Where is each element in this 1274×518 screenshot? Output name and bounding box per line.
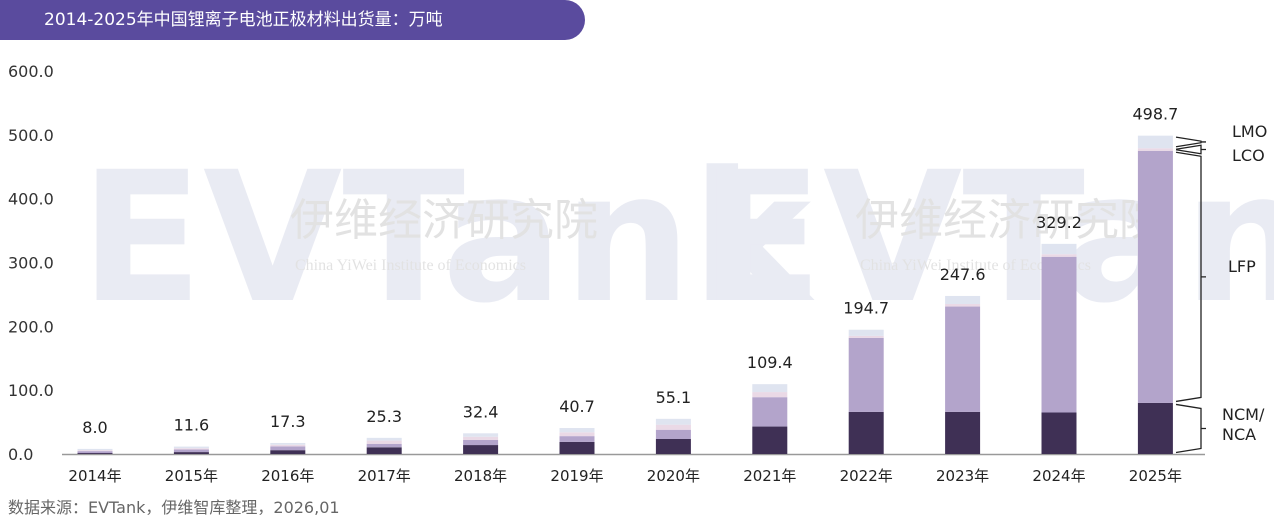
bar-segment-lco <box>945 303 981 307</box>
y-tick-label: 300.0 <box>8 254 54 273</box>
total-data-label: 55.1 <box>656 388 692 407</box>
bar-segment-lfp <box>848 337 884 412</box>
x-tick-label: 2023年 <box>936 467 989 485</box>
bar-segment-lfp <box>752 397 788 427</box>
x-tick-label: 2015年 <box>165 467 218 485</box>
total-data-label: 32.4 <box>463 402 499 421</box>
bar-segment-ncm-nca <box>1137 402 1173 454</box>
bar-segment-ncm-nca <box>559 441 595 454</box>
bar-segment-lco <box>366 440 402 444</box>
bar-segment-lmo <box>270 442 306 445</box>
bar-segment-lfp <box>366 443 402 448</box>
legend-bracket <box>1175 144 1206 155</box>
bar-segment-lco <box>77 450 113 452</box>
bar-segment-lmo <box>173 446 209 449</box>
x-tick-label: 2019年 <box>550 467 603 485</box>
bar-segment-lmo <box>1041 243 1077 255</box>
bar-segment-lco <box>655 424 691 430</box>
bar-segment-lco <box>173 448 209 450</box>
total-data-label: 11.6 <box>174 416 210 435</box>
bar-segment-ncm-nca <box>655 438 691 454</box>
x-tick-label: 2024年 <box>1032 467 1085 485</box>
x-tick-label: 2016年 <box>261 467 314 485</box>
total-data-label: 247.6 <box>940 265 986 284</box>
bar-segment-ncm-nca <box>945 411 981 454</box>
y-tick-label: 500.0 <box>8 126 54 145</box>
bar-segment-lmo <box>945 295 981 304</box>
source-note: 数据来源：EVTank，伊维智库整理，2026,01 <box>8 498 340 517</box>
bar-segment-lmo <box>848 329 884 336</box>
total-data-label: 498.7 <box>1132 105 1178 124</box>
bar-segment-lfp <box>463 439 499 446</box>
bar-segment-lfp <box>270 446 306 451</box>
bar-segment-lfp <box>945 306 981 412</box>
y-tick-label: 400.0 <box>8 190 54 209</box>
bar-segment-lco <box>559 432 595 437</box>
bar-segment-lco <box>752 392 788 398</box>
bar-segment-lco <box>848 335 884 338</box>
bar-segment-lco <box>1041 254 1077 257</box>
x-tick-label: 2018年 <box>454 467 507 485</box>
bar-segment-lfp <box>77 451 113 454</box>
legend-label-ncm-nca: NCM/NCA <box>1222 405 1265 444</box>
x-tick-label: 2014年 <box>68 467 121 485</box>
bar-segment-lmo <box>1137 135 1173 149</box>
total-data-label: 329.2 <box>1036 213 1082 232</box>
bar-segment-lco <box>1137 148 1173 151</box>
bar-segment-lmo <box>463 433 499 437</box>
bar-segment-lmo <box>655 418 691 425</box>
bar-segment-lmo <box>559 428 595 433</box>
y-tick-label: 0.0 <box>8 445 33 464</box>
watermark: EVTank EVTank 伊维经济研究院 伊维经济研究院 China YiWe… <box>80 134 1274 343</box>
x-tick-label: 2017年 <box>358 467 411 485</box>
y-tick-label: 200.0 <box>8 317 54 336</box>
y-tick-label: 100.0 <box>8 381 54 400</box>
legend-bracket <box>1175 403 1206 454</box>
bar-segment-ncm-nca <box>463 445 499 454</box>
total-data-label: 25.3 <box>366 407 402 426</box>
bar-segment-ncm-nca <box>77 453 113 454</box>
bar-segment-lfp <box>559 436 595 442</box>
watermark-en-2: China YiWei Institute of Economics <box>860 257 1091 274</box>
total-data-label: 109.4 <box>747 353 793 372</box>
legend-bracket <box>1175 151 1206 403</box>
watermark-cn: 伊维经济研究院 <box>290 195 598 246</box>
bar-segment-ncm-nca <box>173 452 209 454</box>
bar-segment-lmo <box>77 448 113 451</box>
watermark-logo-2: EVTank <box>700 134 1274 343</box>
bar-segment-ncm-nca <box>752 426 788 454</box>
x-tick-label: 2020年 <box>647 467 700 485</box>
bar-segment-lmo <box>366 437 402 441</box>
y-tick-label: 600.0 <box>8 62 54 81</box>
total-data-label: 40.7 <box>559 397 595 416</box>
bar-segment-lfp <box>1137 150 1173 403</box>
bar-segment-lfp <box>1041 256 1077 413</box>
bar-segment-ncm-nca <box>848 411 884 454</box>
bar-segment-ncm-nca <box>366 447 402 454</box>
watermark-en: China YiWei Institute of Economics <box>295 257 526 274</box>
watermark-cn-2: 伊维经济研究院 <box>855 195 1163 246</box>
watermark-logo: EVTank <box>80 134 815 343</box>
bar-segment-lco <box>270 444 306 447</box>
bar-segment-lfp <box>655 429 691 439</box>
x-tick-label: 2025年 <box>1129 467 1182 485</box>
bar-segment-lfp <box>173 449 209 453</box>
legend-bracket <box>1175 136 1206 148</box>
bar-segment-lmo <box>752 384 788 393</box>
total-data-label: 17.3 <box>270 412 306 431</box>
legend-label-lco: LCO <box>1232 146 1265 165</box>
legend-label-lmo: LMO <box>1232 122 1267 141</box>
bar-segment-lco <box>463 436 499 440</box>
x-tick-label: 2021年 <box>743 467 796 485</box>
legend-label-lfp: LFP <box>1228 257 1256 276</box>
x-tick-label: 2022年 <box>840 467 893 485</box>
bar-segment-ncm-nca <box>1041 412 1077 454</box>
total-data-label: 8.0 <box>82 418 107 437</box>
bar-segment-ncm-nca <box>270 450 306 454</box>
total-data-label: 194.7 <box>843 299 889 318</box>
chart-title: 2014-2025年中国锂离子电池正极材料出货量：万吨 <box>0 0 585 40</box>
